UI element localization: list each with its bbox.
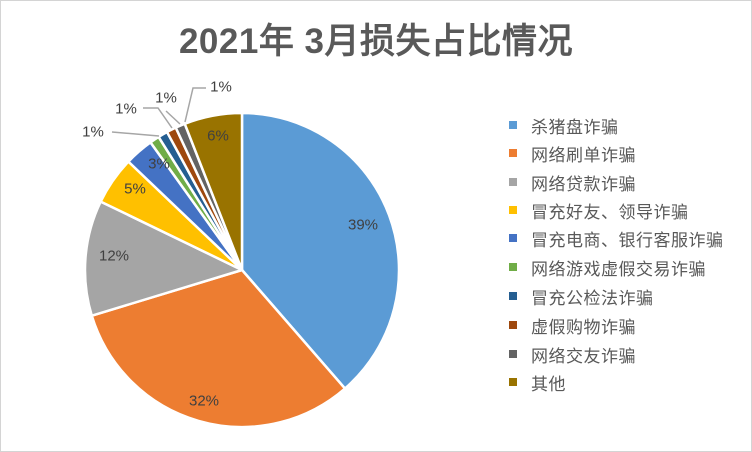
pie-slices: [83, 111, 401, 429]
legend-item-impersonate-police[interactable]: 冒充公检法诈骗: [505, 282, 654, 310]
legend-label: 冒充公检法诈骗: [531, 288, 654, 308]
legend-item-online-game[interactable]: 网络游戏虚假交易诈骗: [505, 253, 706, 281]
legend-item-impersonate-friend[interactable]: 冒充好友、领导诈骗: [505, 196, 689, 224]
data-label-impersonate-police: 1%: [115, 101, 137, 118]
data-label-online-dating: 1%: [210, 79, 232, 96]
legend-item-fake-shopping[interactable]: 虚假购物诈骗: [505, 311, 636, 339]
pie-slice[interactable]: [83, 200, 244, 317]
legend-item-online-dating[interactable]: 网络交友诈骗: [505, 340, 636, 368]
data-label-pig-butchering: 39%: [348, 217, 378, 234]
legend-label: 杀猪盘诈骗: [531, 117, 619, 137]
legend-marker-icon: [509, 121, 517, 129]
legend-marker-icon: [509, 350, 517, 358]
leader-line-online-dating: [184, 87, 206, 123]
legend-label: 网络游戏虚假交易诈骗: [531, 259, 706, 279]
legend-label: 网络贷款诈骗: [531, 174, 636, 194]
legend-item-online-loan[interactable]: 网络贷款诈骗: [505, 168, 636, 196]
leader-line-impersonate-police: [143, 107, 173, 129]
legend-marker-icon: [509, 378, 517, 386]
legend-marker-icon: [509, 234, 517, 242]
pie-slice[interactable]: [90, 268, 347, 429]
pie-slice[interactable]: [240, 111, 401, 390]
data-label-online-game: 1%: [82, 124, 104, 141]
legend-item-other[interactable]: 其他: [505, 368, 566, 396]
legend-label: 网络刷单诈骗: [531, 145, 636, 165]
data-label-impersonate-friend: 5%: [124, 181, 146, 198]
legend-marker-icon: [509, 149, 517, 157]
legend-label: 其他: [531, 374, 566, 394]
legend-marker-icon: [509, 178, 517, 186]
legend-label: 冒充电商、银行客服诈骗: [531, 230, 724, 250]
legend-label: 冒充好友、领导诈骗: [531, 202, 689, 222]
pie-slice[interactable]: [183, 111, 244, 272]
leader-line-online-game: [111, 131, 160, 137]
legend-item-pig-butchering[interactable]: 杀猪盘诈骗: [505, 111, 619, 139]
data-label-other: 6%: [207, 128, 229, 145]
legend-marker-icon: [509, 321, 517, 329]
data-label-fake-shopping: 1%: [155, 90, 177, 107]
legend-item-brushing[interactable]: 网络刷单诈骗: [505, 139, 636, 167]
leader-line-fake-shopping: [165, 110, 181, 125]
legend-item-impersonate-ecommerce[interactable]: 冒充电商、银行客服诈骗: [505, 224, 724, 252]
chart-title: 2021年 3月损失占比情况: [178, 22, 574, 61]
legend-marker-icon: [509, 292, 517, 300]
legend-label: 网络交友诈骗: [531, 346, 636, 366]
legend-marker-icon: [509, 206, 517, 214]
data-label-brushing: 32%: [189, 393, 219, 410]
data-label-online-loan: 12%: [99, 248, 129, 265]
legend-label: 虚假购物诈骗: [531, 317, 636, 337]
legend-marker-icon: [509, 263, 517, 271]
data-label-impersonate-ecommerce: 3%: [148, 156, 170, 173]
